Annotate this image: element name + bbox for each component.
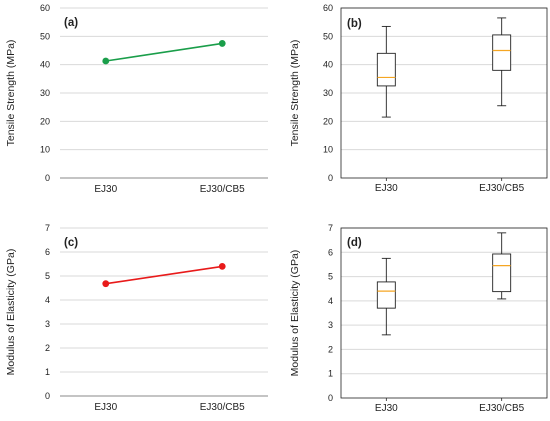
y-tick-label: 60 [40, 3, 50, 13]
data-point [218, 40, 226, 47]
y-tick-label: 60 [323, 3, 333, 13]
panel-label: (d) [347, 237, 362, 249]
x-category-label: EJ30/CB5 [200, 184, 245, 195]
data-point [102, 280, 110, 288]
y-axis-label: Tensile Strength (MPa) [5, 40, 17, 147]
x-category-label: EJ30/CB5 [479, 403, 524, 414]
y-tick-label: 30 [40, 88, 50, 98]
panel-label: (a) [64, 17, 78, 29]
y-tick-label: 50 [323, 31, 333, 41]
y-tick-label: 0 [45, 173, 50, 183]
box-iqr [376, 52, 396, 87]
x-category-label: EJ30 [375, 403, 398, 414]
y-axis-label: Modulus of Elasticity (GPa) [5, 249, 17, 376]
box-0 [376, 257, 396, 336]
y-tick-label: 2 [45, 343, 50, 353]
y-tick-label: 5 [328, 272, 333, 282]
y-axis-label: Modulus of Elasticity (GPa) [289, 250, 301, 377]
panel-label: (c) [64, 237, 78, 249]
y-tick-label: 50 [40, 31, 50, 41]
x-category-label: EJ30/CB5 [200, 402, 245, 413]
box-iqr [492, 34, 512, 71]
plot-frame [340, 227, 548, 399]
box-0 [376, 25, 396, 118]
y-tick-label: 0 [45, 391, 50, 401]
series-line [105, 265, 223, 285]
box-iqr [492, 253, 512, 293]
y-tick-label: 2 [328, 344, 333, 354]
y-tick-label: 1 [328, 369, 333, 379]
data-point [218, 263, 226, 270]
y-tick-label: 40 [40, 60, 50, 70]
chart-panel-d: 0 1 2 3 4 5 6 7 EJ30 EJ30/CB5 Modulus of Elasticit… [289, 223, 548, 414]
series-line [105, 42, 223, 62]
box-1 [492, 17, 512, 107]
y-tick-label: 4 [45, 295, 50, 305]
y-tick-label: 20 [323, 116, 333, 126]
panel-label: (b) [347, 18, 362, 30]
data-point [102, 57, 110, 65]
y-tick-label: 10 [40, 145, 50, 155]
y-tick-label: 4 [328, 296, 333, 306]
y-tick-label: 20 [40, 116, 50, 126]
y-tick-label: 7 [45, 223, 50, 233]
chart-panel-b: 0 10 20 30 40 50 60 EJ30 EJ30/CB5 Tensile Strengt… [289, 3, 548, 194]
y-tick-label: 3 [45, 319, 50, 329]
y-tick-label: 1 [45, 367, 50, 377]
box-1 [492, 232, 512, 300]
y-axis-label: Tensile Strength (MPa) [289, 40, 301, 147]
y-tick-label: 40 [323, 60, 333, 70]
y-tick-label: 3 [328, 320, 333, 330]
chart-panel-c: 0 1 2 3 4 5 6 7 EJ30 EJ30/CB5 Modulus of Elasticit… [5, 223, 268, 413]
chart-panel-a: 0 10 20 30 40 50 60 EJ30 EJ30/CB5 Tensile Strengt… [5, 3, 268, 195]
plot-frame [340, 7, 548, 179]
x-category-label: EJ30 [94, 184, 117, 195]
x-category-label: EJ30 [94, 402, 117, 413]
y-tick-label: 6 [45, 247, 50, 257]
y-tick-label: 5 [45, 271, 50, 281]
y-tick-label: 0 [328, 173, 333, 183]
y-tick-label: 6 [328, 247, 333, 257]
x-category-label: EJ30/CB5 [479, 183, 524, 194]
box-iqr [376, 281, 396, 309]
y-tick-label: 7 [328, 223, 333, 233]
y-tick-label: 30 [323, 88, 333, 98]
x-category-label: EJ30 [375, 183, 398, 194]
y-tick-label: 10 [323, 145, 333, 155]
y-tick-label: 0 [328, 393, 333, 403]
